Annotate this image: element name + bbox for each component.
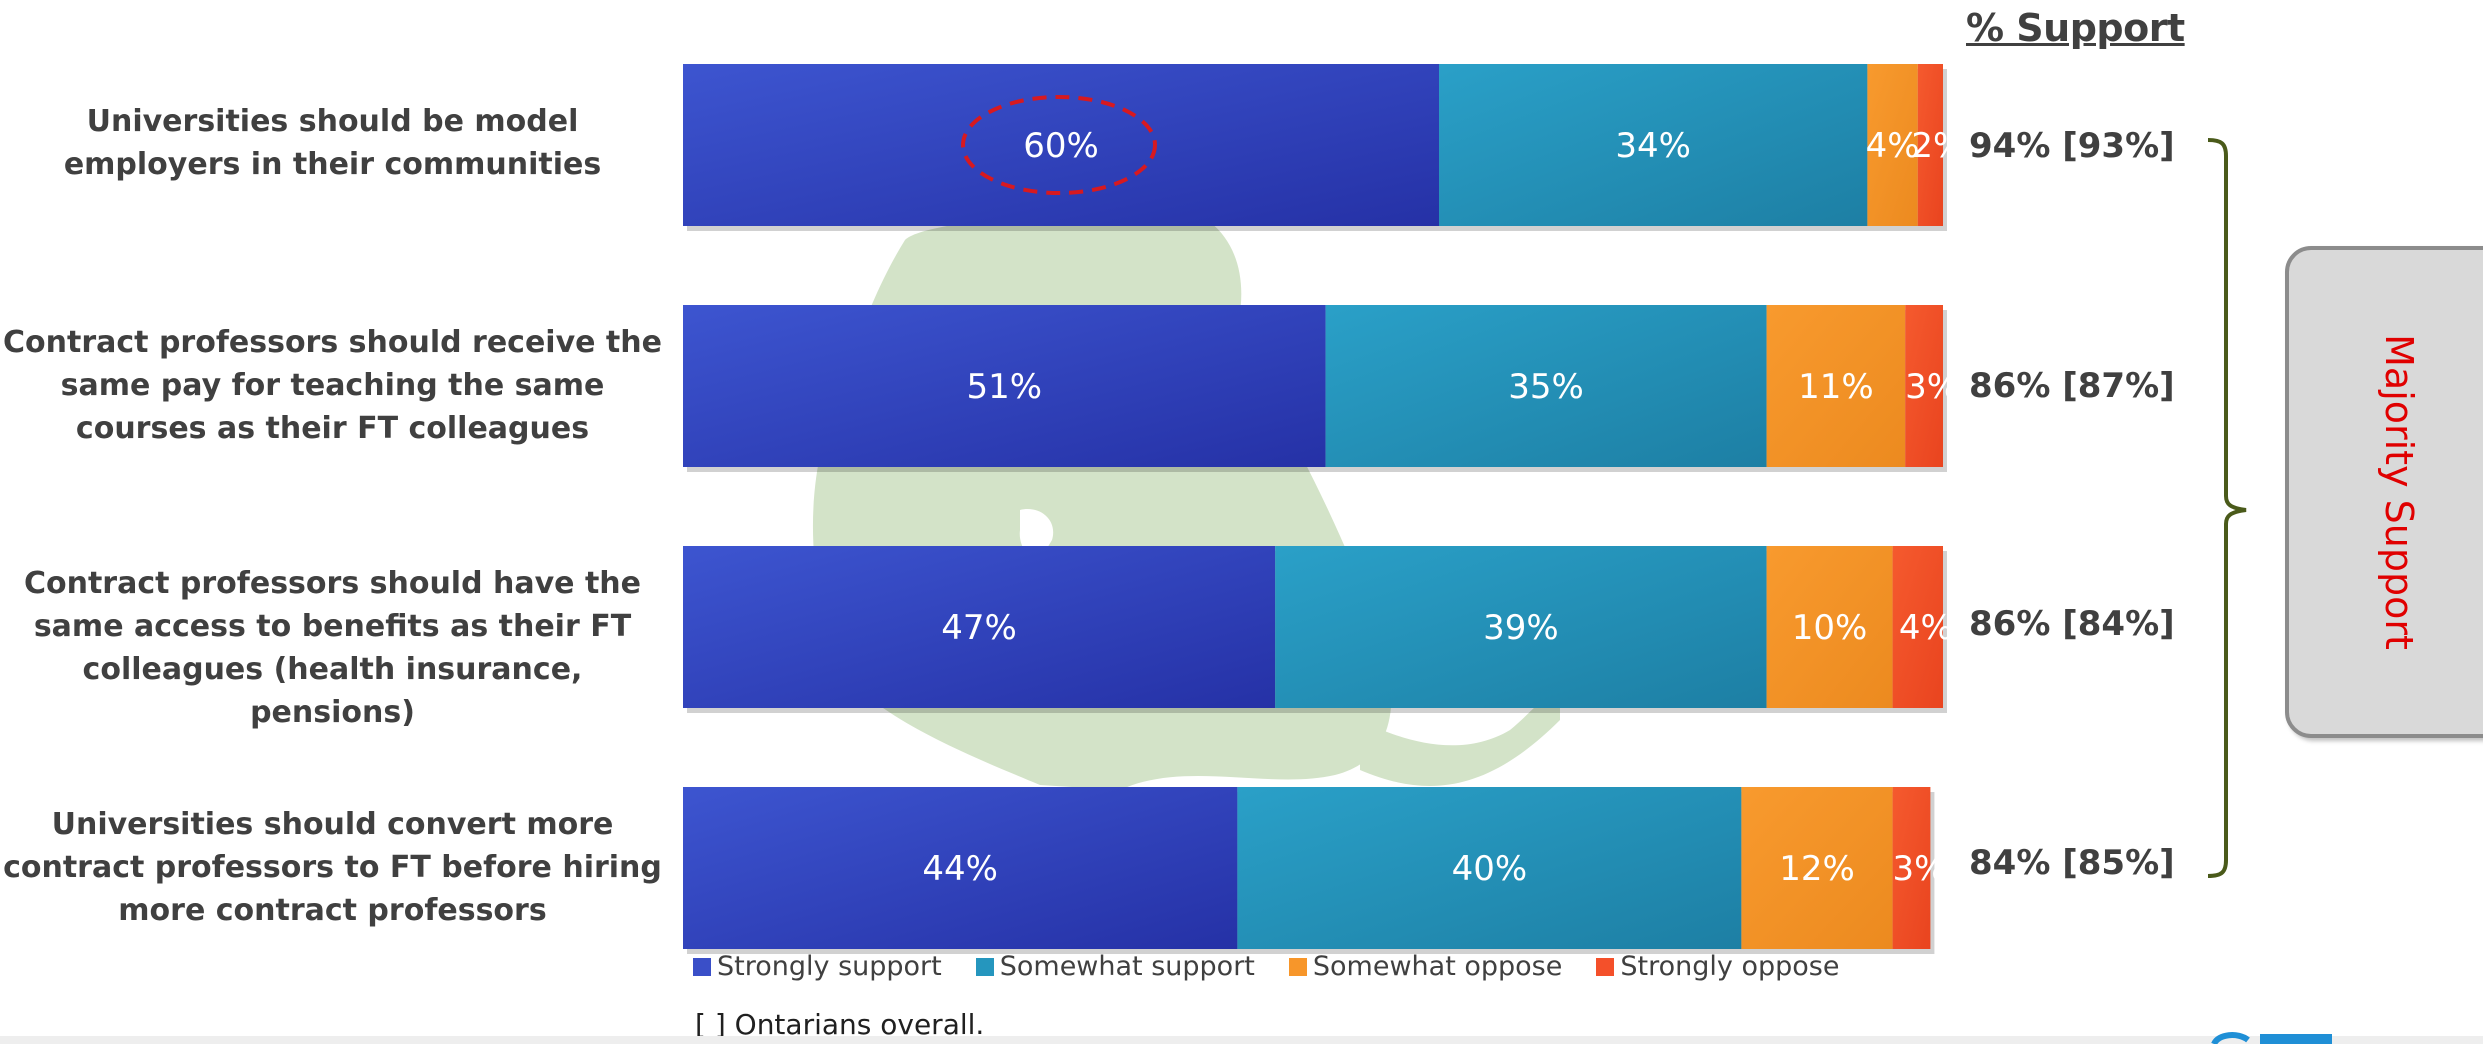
bar-segment-strongly-support-row-4: [683, 787, 1238, 949]
data-label-somewhat-oppose-row-4: 12%: [1779, 849, 1855, 889]
bar-segment-strongly-support-row-2: [683, 305, 1326, 467]
data-label-somewhat-oppose-row-3: 10%: [1792, 608, 1868, 648]
legend-label: Strongly support: [717, 951, 942, 982]
row-label-2: Contract professors should receive the s…: [3, 325, 662, 446]
right-curly-brace: [2207, 138, 2247, 878]
logo-fragment: [2211, 1032, 2332, 1044]
legend: Strongly support Somewhat support Somewh…: [693, 951, 1873, 982]
data-label-strongly-support-row-4: 44%: [922, 849, 998, 889]
data-label-somewhat-oppose-row-2: 11%: [1798, 367, 1874, 407]
support-total-2: 86% [87%]: [1969, 366, 2175, 406]
bar-segment-somewhat-oppose-row-4: [1741, 787, 1893, 949]
data-label-somewhat-support-row-3: 39%: [1483, 608, 1559, 648]
data-label-strongly-oppose-row-2: 3%: [1905, 367, 1959, 407]
bar-segment-somewhat-oppose-row-2: [1766, 305, 1906, 467]
bar-segment-somewhat-support-row-2: [1325, 305, 1767, 467]
data-label-strongly-support-row-1: 60%: [1023, 126, 1099, 166]
bar-segment-somewhat-support-row-3: [1275, 546, 1767, 708]
row-label-4: Universities should convert more contrac…: [3, 807, 662, 928]
legend-item-somewhat-oppose: Somewhat oppose: [1288, 951, 1563, 982]
data-label-somewhat-support-row-4: 40%: [1452, 849, 1528, 889]
data-label-strongly-support-row-3: 47%: [941, 608, 1017, 648]
legend-item-strongly-oppose: Strongly oppose: [1596, 951, 1839, 982]
bar-segment-strongly-support-row-3: [683, 546, 1276, 708]
legend-label: Strongly oppose: [1620, 951, 1840, 982]
data-label-somewhat-support-row-1: 34%: [1615, 126, 1691, 166]
data-label-strongly-support-row-2: 51%: [967, 367, 1043, 407]
support-total-3: 86% [84%]: [1969, 604, 2175, 644]
footer-divider: [0, 1036, 2483, 1044]
data-label-somewhat-oppose-row-1: 4%: [1866, 126, 1920, 166]
map-peninsula: [1360, 696, 1560, 786]
bar-segment-strongly-oppose-row-2: [1905, 305, 1943, 467]
callout-label: Majority Support: [2377, 334, 2421, 650]
legend-swatch: [975, 957, 994, 976]
footnote: [ ] Ontarians overall.: [695, 1008, 985, 1041]
bar-segment-strongly-support-row-1: [683, 64, 1439, 226]
bar-segment-somewhat-support-row-4: [1237, 787, 1742, 949]
bar-segment-somewhat-support-row-1: [1439, 64, 1868, 226]
row-label-3: Contract professors should have the same…: [23, 566, 641, 730]
bar-segment-somewhat-oppose-row-1: [1867, 64, 1918, 226]
majority-support-callout: Majority Support: [2285, 246, 2483, 738]
support-total-1: 94% [93%]: [1969, 126, 2175, 166]
bar-segment-strongly-oppose-row-1: [1917, 64, 1943, 226]
legend-label: Somewhat oppose: [1312, 951, 1563, 982]
legend-swatch: [1596, 957, 1615, 976]
data-label-somewhat-support-row-2: 35%: [1508, 367, 1584, 407]
data-label-strongly-oppose-row-4: 3%: [1893, 849, 1947, 889]
support-total-4: 84% [85%]: [1969, 843, 2175, 883]
bar-segment-somewhat-oppose-row-3: [1766, 546, 1893, 708]
row-label-1: Universities should be model employers i…: [63, 104, 602, 182]
legend-swatch: [1288, 957, 1307, 976]
support-column-title: % Support: [1966, 6, 2185, 50]
highlight-circle: [961, 95, 1157, 195]
legend-label: Somewhat support: [999, 951, 1255, 982]
bar-segment-strongly-oppose-row-3: [1892, 546, 1943, 708]
data-label-strongly-oppose-row-3: 4%: [1899, 608, 1953, 648]
bar-segment-strongly-oppose-row-4: [1892, 787, 1931, 949]
data-label-strongly-oppose-row-1: 2%: [1911, 126, 1965, 166]
legend-swatch: [693, 957, 711, 976]
legend-item-somewhat-support: Somewhat support: [975, 951, 1255, 982]
legend-item-strongly-support: Strongly support: [693, 951, 942, 982]
